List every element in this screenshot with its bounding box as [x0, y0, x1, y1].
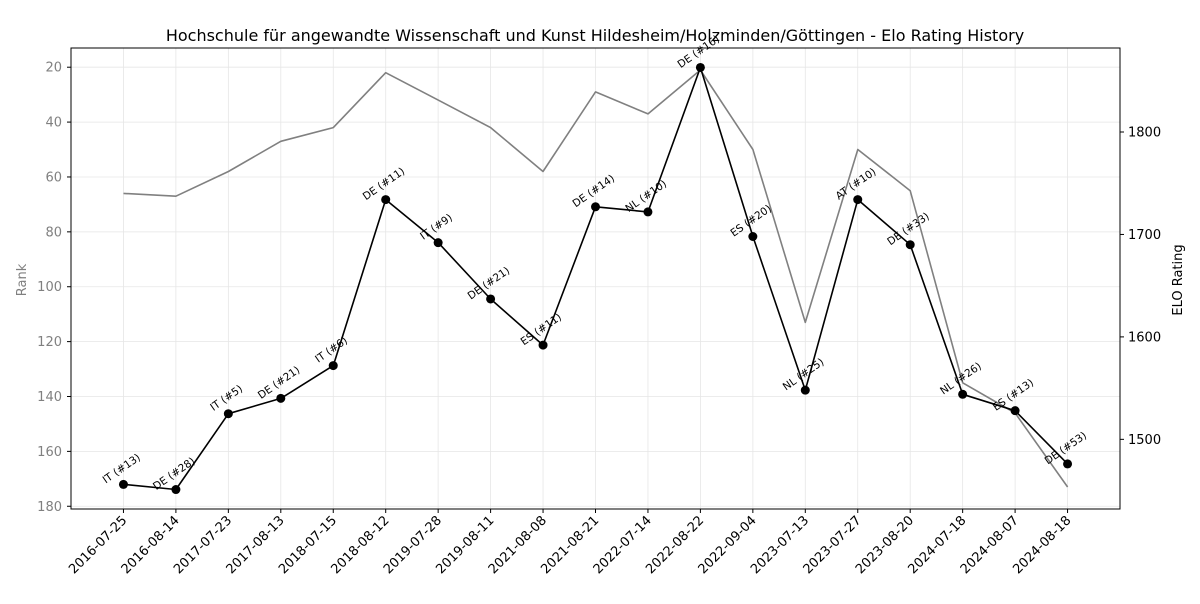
elo-point [800, 385, 810, 395]
elo-point [118, 479, 128, 489]
y-tick-label-left: 180 [37, 500, 62, 515]
y-tick-label-left: 80 [45, 225, 62, 240]
y-axis-label-right: ELO Rating [1171, 244, 1186, 315]
y-tick-label-left: 140 [37, 390, 62, 405]
y-tick-label-right: 1600 [1128, 330, 1161, 345]
elo-data-label: IT (#5) [208, 383, 245, 414]
elo-point [1063, 459, 1073, 469]
elo-point [853, 195, 863, 205]
y-tick-label-left: 40 [45, 116, 62, 131]
elo-point [591, 202, 600, 212]
rank-line [123, 69, 1069, 488]
axis-layer: 2016-07-252016-08-142017-07-232017-08-13… [37, 61, 1161, 578]
y-axis-label-left: Rank [15, 263, 30, 296]
y-tick-label-right: 1500 [1128, 433, 1161, 448]
y-tick-label-left: 160 [37, 445, 62, 460]
elo-point [276, 393, 286, 403]
series-layer [118, 62, 1073, 495]
y-tick-label-right: 1700 [1128, 228, 1161, 243]
grid-layer [71, 48, 1120, 509]
elo-point [223, 409, 233, 419]
elo-point [381, 195, 391, 205]
elo-point [748, 231, 758, 241]
elo-point [486, 294, 496, 304]
elo-point [905, 240, 915, 250]
elo-point [433, 238, 443, 248]
elo-point [538, 340, 548, 350]
elo-point [958, 389, 968, 399]
elo-data-label: IT (#6) [313, 335, 350, 366]
y-tick-label-left: 20 [45, 61, 62, 76]
data-label-layer: IT (#13) DE (#28)IT (#5) DE (#21)IT (#6)DE… [101, 33, 1090, 493]
y-tick-label-left: 60 [45, 170, 62, 185]
chart-title: Hochschule für angewandte Wissenschaft u… [166, 26, 1024, 45]
y-tick-label-left: 100 [37, 280, 62, 295]
y-tick-label-left: 120 [37, 335, 62, 350]
y-tick-label-right: 1800 [1128, 126, 1161, 141]
elo-point [695, 62, 705, 72]
elo-point [171, 485, 181, 495]
elo-point [643, 207, 653, 217]
elo-point [1010, 406, 1020, 416]
elo-point [328, 361, 338, 371]
elo-data-label: IT (#9) [418, 212, 455, 243]
